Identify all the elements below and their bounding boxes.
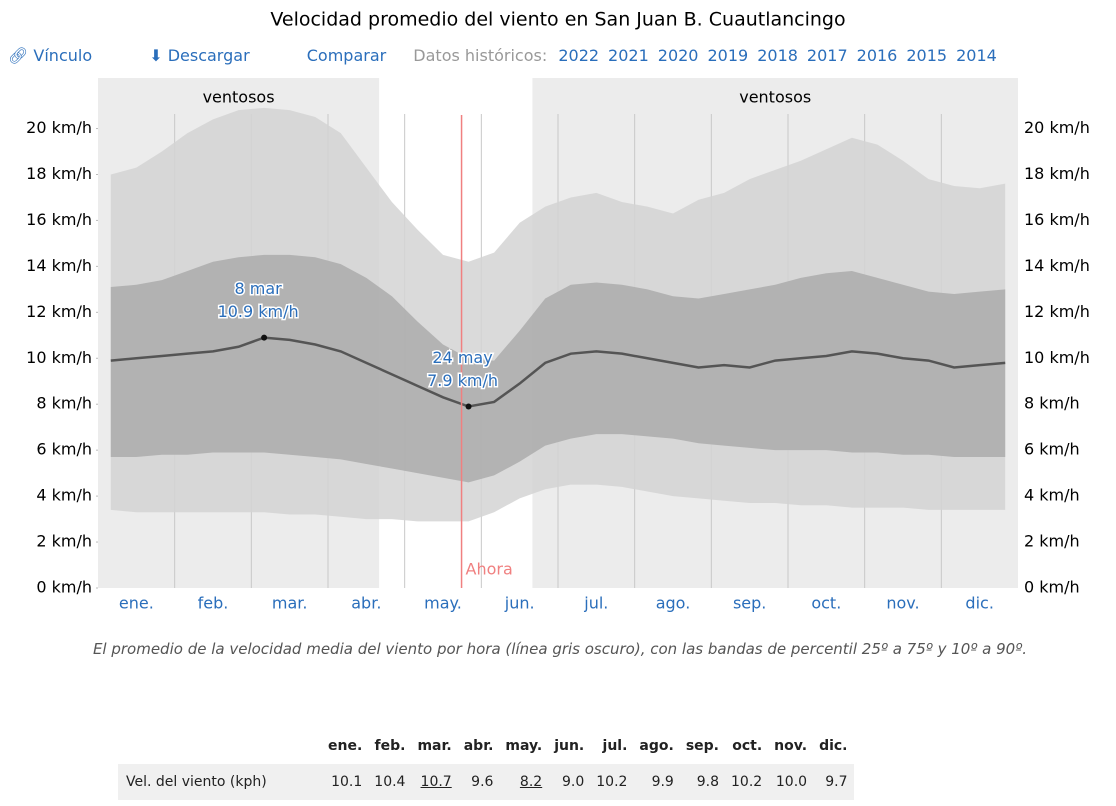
year-link[interactable]: 2021 (608, 46, 649, 65)
year-link[interactable]: 2022 (558, 46, 600, 65)
column-header: ago. (639, 738, 674, 754)
table-corner (118, 728, 322, 764)
annotation-date: 8 mar (234, 279, 282, 298)
y2-tick-label: 16 km/h (1024, 210, 1090, 229)
y-tick-label: 14 km/h (26, 256, 92, 275)
x-tick-label: dic. (965, 594, 993, 613)
caption: El promedio de la velocidad media del vi… (92, 640, 1028, 658)
link[interactable]: 🔗︎ Vínculo (8, 46, 93, 65)
column-header: abr. (463, 738, 494, 754)
annotation-dot (261, 334, 268, 341)
column-header: oct. (732, 738, 763, 754)
year-link[interactable]: 2018 (757, 46, 798, 65)
x-tick-label: sep. (733, 594, 766, 613)
link-text[interactable]: Vínculo (33, 46, 93, 65)
table-cell: 9.7 (813, 764, 854, 800)
y2-tick-label: 6 km/h (1024, 440, 1080, 459)
mean-line (110, 336, 1006, 408)
y2-tick-label: 4 km/h (1024, 486, 1080, 505)
column-header: may. (505, 738, 543, 754)
table: ene. feb. mar. abr. may. jun. jul. ago. sep. oct.… (118, 728, 854, 800)
table-row: Vel. del viento (kph) 10.1 10.4 10.7 9.6 8.2 9… (118, 764, 854, 800)
row-label: Vel. del viento (kph) (118, 764, 322, 800)
y-tick-label: 20 km/h (26, 118, 92, 137)
y-tick-label: 8 km/h (36, 394, 92, 413)
x-tick-label: mar. (272, 594, 308, 613)
y2-tick-label: 2 km/h (1024, 532, 1080, 551)
table-cell: 10.7 (411, 764, 458, 800)
year-link[interactable]: 2020 (657, 46, 699, 65)
table-cell: 9.8 (679, 764, 725, 800)
x-tick-label: ene. (119, 594, 154, 613)
x-tick-label: oct. (811, 594, 841, 613)
chart: Velocidad promedio del viento en San Jua… (26, 9, 1090, 613)
link[interactable]: ⬇ Descargar (149, 46, 250, 65)
y2-tick-label: 12 km/h (1024, 302, 1090, 321)
x-tick-label: abr. (351, 594, 381, 613)
y-tick-label: 2 km/h (36, 532, 92, 551)
y-tick-label: 18 km/h (26, 164, 92, 183)
year-link[interactable]: 2015 (906, 46, 948, 65)
y-tick-label: 6 km/h (36, 440, 92, 459)
column-header: jul. (602, 738, 628, 754)
table-cell: 10.4 (368, 764, 412, 800)
column-header: nov. (774, 738, 808, 754)
y2-tick-label: 0 km/h (1024, 578, 1080, 597)
windy-label: ventosos (203, 88, 275, 107)
now-label: Ahora (466, 560, 513, 579)
annotation-dot (465, 403, 472, 410)
y2-tick-label: 10 km/h (1024, 348, 1090, 367)
percentile-band (110, 254, 1006, 483)
table-cell: 8.2 (499, 764, 549, 800)
x-tick-label: feb. (198, 594, 229, 613)
y-tick-label: 10 km/h (26, 348, 92, 367)
year-link[interactable]: 2017 (806, 46, 848, 65)
x-tick-label: may. (424, 594, 462, 613)
years: 2022 2021 2020 2019 2018 2017 2016 2015 2014 (558, 46, 1005, 65)
history-label: Datos históricos: (413, 46, 548, 65)
column-header: feb. (374, 738, 406, 754)
y2-tick-label: 14 km/h (1024, 256, 1090, 275)
annotation-date: 24 may (432, 348, 492, 367)
table-cell: 10.1 (322, 764, 369, 800)
y2-tick-label: 20 km/h (1024, 118, 1090, 137)
column-header: sep. (685, 738, 719, 754)
y-tick-label: 4 km/h (36, 486, 92, 505)
x-tick-label: jul. (583, 594, 608, 613)
annotation-value: 10.9 km/h (218, 302, 299, 321)
annotation-value: 7.9 km/h (427, 371, 498, 390)
table-cell: 10.2 (725, 764, 769, 800)
link[interactable]: Comparar (306, 46, 387, 65)
x-tick-label: jun. (504, 594, 535, 613)
y2-tick-label: 18 km/h (1024, 164, 1090, 183)
windy-label: ventosos (739, 88, 811, 107)
toolbar: 🔗︎ Vínculo ⬇ Descargar Comparar Datos hi… (8, 46, 1020, 65)
table-cell: 9.0 (548, 764, 591, 800)
column-header: jun. (554, 738, 585, 754)
table-cell: 10.2 (590, 764, 634, 800)
link-text[interactable]: Descargar (167, 46, 250, 65)
column-header: dic. (819, 738, 848, 754)
y-tick-label: 0 km/h (36, 578, 92, 597)
year-link[interactable]: 2019 (707, 46, 749, 65)
chart-title: Velocidad promedio del viento en San Jua… (270, 9, 845, 31)
year-link[interactable]: 2016 (856, 46, 898, 65)
table-cell: 9.6 (457, 764, 500, 800)
y-tick-label: 12 km/h (26, 302, 92, 321)
column-header: ene. (328, 738, 363, 754)
table-cell: 10.0 (768, 764, 814, 800)
y2-tick-label: 8 km/h (1024, 394, 1080, 413)
year-link[interactable]: 2014 (956, 46, 997, 65)
y-tick-label: 16 km/h (26, 210, 92, 229)
column-header: mar. (417, 738, 452, 754)
x-tick-label: nov. (886, 594, 919, 613)
table-cell: 9.9 (633, 764, 680, 800)
x-tick-label: ago. (656, 594, 691, 613)
